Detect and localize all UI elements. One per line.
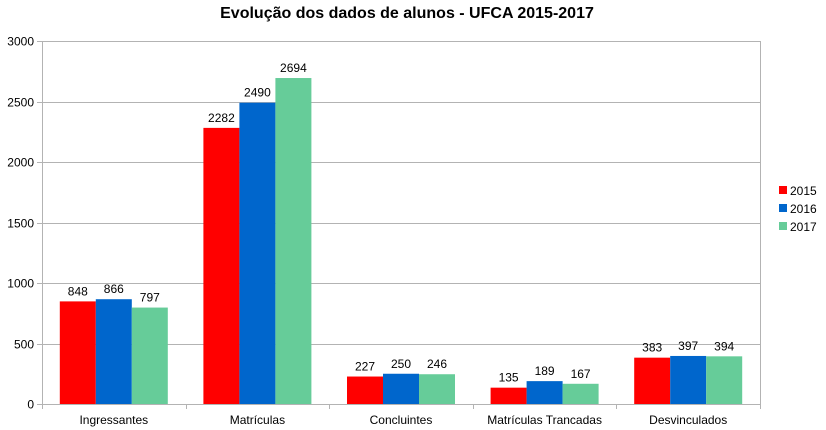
data-label: 383	[642, 341, 662, 355]
chart-title: Evolução dos dados de alunos - UFCA 2015…	[220, 5, 594, 22]
data-label: 394	[714, 339, 734, 353]
bar	[95, 299, 132, 404]
y-axis: 0 500 1000 1500 2000 2500 3000	[7, 35, 42, 412]
data-label: 2282	[208, 111, 235, 125]
bar	[526, 381, 563, 404]
bar	[131, 307, 168, 404]
bar	[562, 383, 599, 404]
y-tick-label: 3000	[7, 35, 34, 49]
data-label: 2694	[280, 61, 307, 75]
bar	[419, 374, 455, 404]
data-label: 246	[427, 357, 447, 371]
bar	[347, 376, 383, 404]
bars	[59, 78, 743, 405]
y-tick-label: 0	[27, 398, 34, 412]
legend-label: 2015	[790, 184, 817, 198]
y-tick-label: 500	[14, 338, 34, 352]
data-label: 797	[140, 291, 160, 305]
bar	[203, 127, 240, 404]
data-label: 397	[678, 339, 698, 353]
x-tick-label: Concluintes	[370, 413, 433, 427]
data-label: 167	[571, 367, 591, 381]
data-labels: 848 866 797 2282 2490 2694 227 250 246 135 189 167 3…	[68, 61, 735, 385]
bar	[670, 355, 707, 404]
bar	[634, 357, 671, 404]
y-tick-label: 2500	[7, 96, 34, 110]
data-label: 866	[104, 282, 124, 296]
legend: 2015 2016 2017	[779, 184, 817, 234]
y-tick-label: 1000	[7, 277, 34, 291]
data-label: 189	[535, 364, 555, 378]
legend-swatch	[779, 186, 787, 194]
legend-label: 2017	[790, 220, 817, 234]
x-axis: Ingressantes Matrículas Concluintes Matrícu…	[42, 404, 761, 427]
legend-swatch	[779, 222, 787, 230]
x-tick-label: Ingressantes	[79, 413, 148, 427]
data-label: 2490	[244, 86, 271, 100]
x-tick-label: Matrículas	[230, 413, 285, 427]
bar	[490, 387, 527, 404]
x-tick-label: Desvinculados	[649, 413, 727, 427]
data-label: 848	[68, 284, 88, 298]
data-label: 250	[391, 357, 411, 371]
legend-label: 2016	[790, 202, 817, 216]
data-label: 227	[355, 360, 375, 374]
data-label: 135	[499, 371, 519, 385]
legend-swatch	[779, 204, 787, 212]
y-tick-label: 2000	[7, 156, 34, 170]
bar	[383, 373, 419, 404]
bar	[275, 78, 312, 404]
y-tick-label: 1500	[7, 217, 34, 231]
bar	[706, 356, 743, 404]
x-tick-label: Matrículas Trancadas	[487, 413, 602, 427]
bar	[239, 102, 276, 405]
bar	[59, 301, 96, 404]
